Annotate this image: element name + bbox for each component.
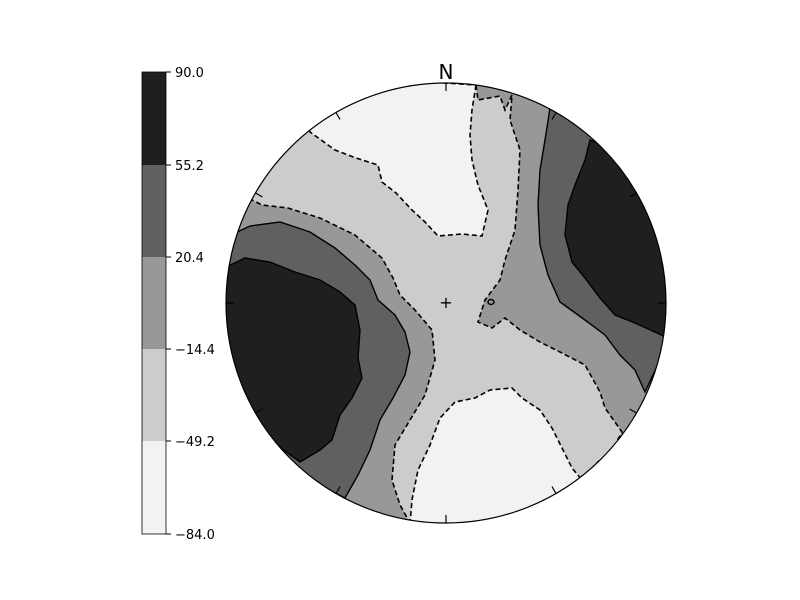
contour-field <box>226 83 666 523</box>
colorbar-tick-label: −14.4 <box>175 343 215 358</box>
center-marker: + <box>439 293 452 312</box>
contour-small-loop <box>487 298 495 306</box>
azimuth-ticks <box>226 83 666 523</box>
north-label: N <box>439 60 454 84</box>
colorbar-tick-label: −49.2 <box>175 435 215 450</box>
colorbar-tick-label: 90.0 <box>175 66 204 81</box>
colorbar-band-3 <box>142 257 166 349</box>
colorbar: 90.0 55.2 20.4 −14.4 −49.2 −84.0 <box>141 66 215 543</box>
colorbar-band-2 <box>142 165 166 257</box>
colorbar-tick-label: 20.4 <box>175 251 204 266</box>
colorbar-frame <box>141 71 167 535</box>
colorbar-band-1 <box>142 72 166 165</box>
colorbar-tick-label: −84.0 <box>175 528 215 543</box>
colorbar-tick-label: 55.2 <box>175 159 204 174</box>
colorbar-band-4 <box>142 349 166 441</box>
colorbar-band-5 <box>142 441 166 534</box>
